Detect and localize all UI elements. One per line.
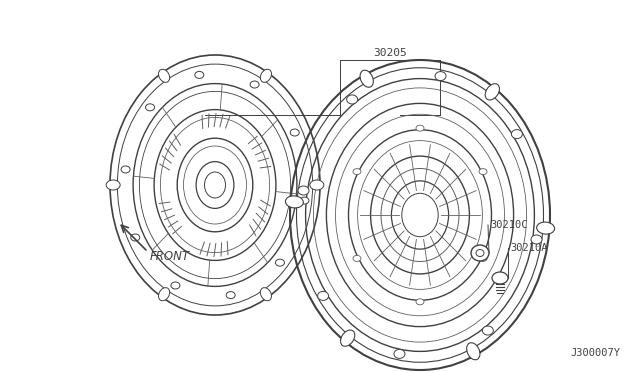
- Ellipse shape: [275, 259, 284, 266]
- Ellipse shape: [131, 234, 140, 241]
- Ellipse shape: [300, 197, 309, 204]
- Ellipse shape: [290, 129, 300, 136]
- Ellipse shape: [471, 245, 489, 261]
- Ellipse shape: [485, 84, 499, 100]
- Ellipse shape: [250, 81, 259, 88]
- Ellipse shape: [476, 250, 484, 257]
- Ellipse shape: [340, 330, 355, 346]
- Ellipse shape: [536, 222, 555, 234]
- Ellipse shape: [260, 69, 271, 82]
- Ellipse shape: [226, 292, 235, 299]
- Ellipse shape: [416, 125, 424, 131]
- Ellipse shape: [159, 288, 170, 301]
- Ellipse shape: [531, 235, 542, 244]
- Text: 30210C: 30210C: [490, 220, 527, 230]
- Ellipse shape: [479, 256, 487, 262]
- Ellipse shape: [145, 104, 154, 111]
- Ellipse shape: [402, 193, 438, 237]
- Ellipse shape: [511, 129, 522, 139]
- Ellipse shape: [353, 256, 361, 262]
- Ellipse shape: [479, 169, 487, 174]
- Ellipse shape: [106, 180, 120, 190]
- Ellipse shape: [416, 299, 424, 305]
- Ellipse shape: [483, 326, 493, 335]
- Ellipse shape: [347, 95, 358, 104]
- Ellipse shape: [467, 343, 480, 360]
- Ellipse shape: [171, 282, 180, 289]
- Text: FRONT: FRONT: [150, 250, 190, 263]
- Ellipse shape: [360, 70, 373, 87]
- Ellipse shape: [159, 69, 170, 82]
- Ellipse shape: [435, 71, 446, 81]
- Ellipse shape: [394, 349, 405, 358]
- Ellipse shape: [260, 288, 271, 301]
- Ellipse shape: [317, 291, 328, 301]
- Text: J300007Y: J300007Y: [570, 348, 620, 358]
- Ellipse shape: [353, 169, 361, 174]
- Ellipse shape: [298, 186, 309, 195]
- Text: 30210A: 30210A: [510, 243, 547, 253]
- Ellipse shape: [310, 180, 324, 190]
- Text: 30205: 30205: [373, 48, 407, 58]
- Ellipse shape: [121, 166, 130, 173]
- Ellipse shape: [285, 196, 303, 208]
- Ellipse shape: [205, 172, 225, 198]
- Ellipse shape: [195, 71, 204, 78]
- Ellipse shape: [492, 272, 508, 284]
